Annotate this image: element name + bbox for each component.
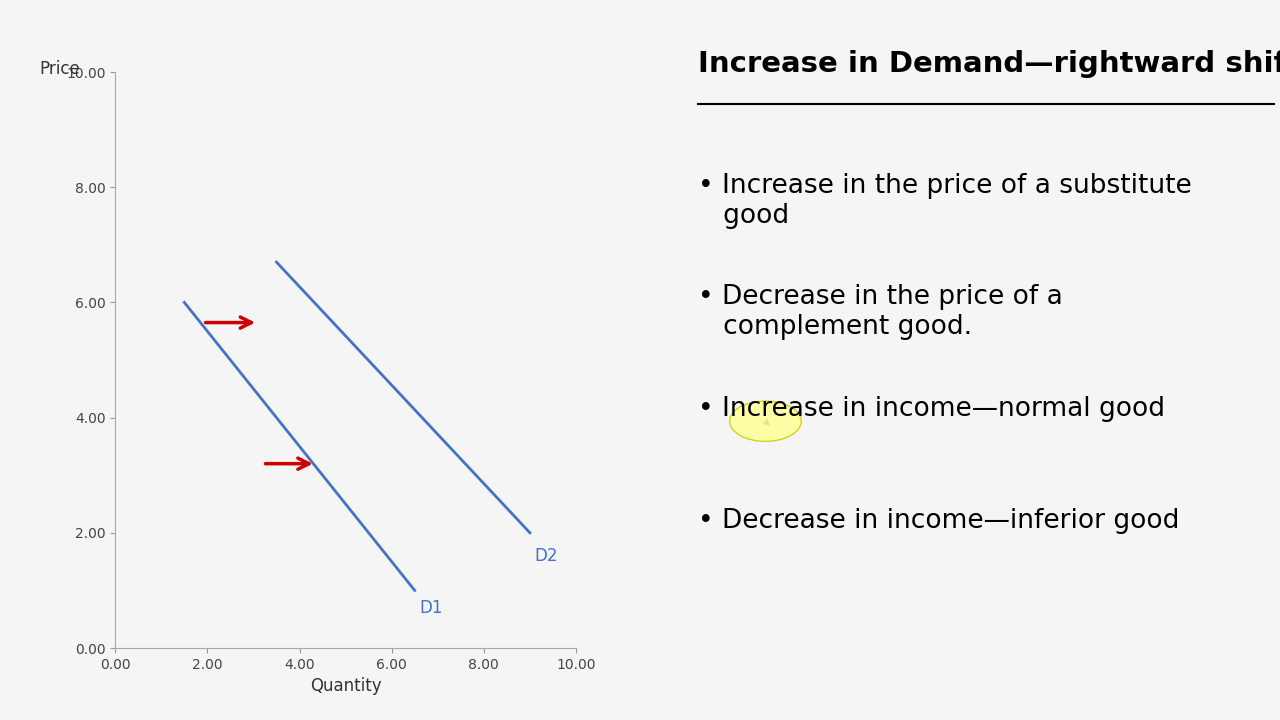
Text: • Increase in the price of a substitute
   good: • Increase in the price of a substitute … bbox=[698, 173, 1192, 229]
Text: D2: D2 bbox=[535, 547, 558, 565]
Text: D1: D1 bbox=[420, 599, 443, 617]
Text: • Decrease in income—inferior good: • Decrease in income—inferior good bbox=[698, 508, 1179, 534]
Text: • Decrease in the price of a
   complement good.: • Decrease in the price of a complement … bbox=[698, 284, 1062, 341]
Text: Increase in Demand—rightward shift.: Increase in Demand—rightward shift. bbox=[698, 50, 1280, 78]
Circle shape bbox=[730, 401, 801, 441]
Text: • Increase in income—normal good: • Increase in income—normal good bbox=[698, 396, 1165, 422]
Y-axis label: Price: Price bbox=[40, 60, 81, 78]
X-axis label: Quantity: Quantity bbox=[310, 678, 381, 696]
